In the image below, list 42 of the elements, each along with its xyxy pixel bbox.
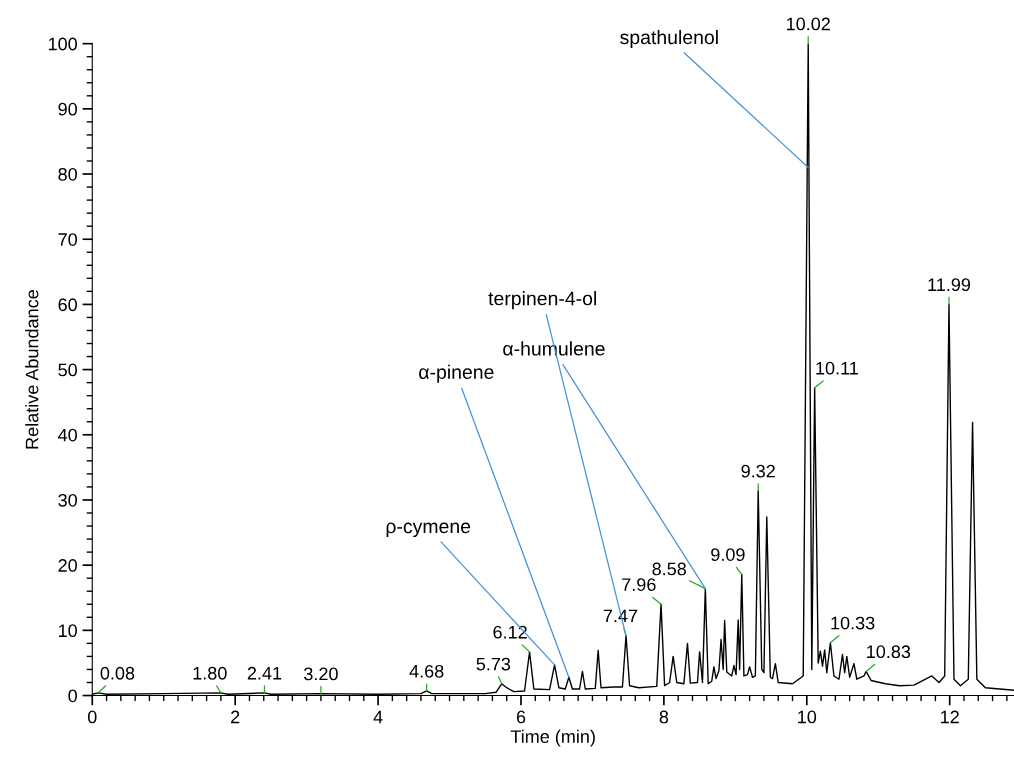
annotation: 4.68 [409, 664, 444, 678]
annotation: 7.47 [603, 609, 638, 623]
x-tick-label: 10 [798, 710, 817, 724]
annotation: 6.12 [493, 625, 527, 639]
annotation: 9.32 [741, 464, 775, 478]
y-tick-label: 40 [58, 428, 77, 442]
x-tick-label: 6 [516, 710, 526, 724]
y-tick-label: 0 [68, 689, 77, 703]
x-axis-title: Time (min) [510, 729, 595, 747]
annotation: 9.09 [711, 548, 745, 561]
annotation: 8.58 [652, 562, 686, 576]
annotation: α-humulene [503, 341, 605, 356]
annotation: ρ-cymene [386, 522, 471, 538]
x-tick-label: 12 [941, 710, 959, 724]
annotation: 0.08 [100, 666, 135, 680]
y-tick-label: 90 [58, 102, 77, 116]
annotation: 10.02 [787, 17, 830, 31]
y-tick-label: 50 [58, 363, 77, 377]
annotation: 10.11 [816, 361, 858, 375]
y-tick-label: 60 [58, 298, 77, 312]
annotation: 1.80 [193, 666, 227, 680]
y-axis-title: Relative Abundance [25, 290, 39, 449]
annotation: 11.99 [928, 278, 971, 292]
y-tick-label: 10 [58, 624, 77, 638]
y-tick-label: 70 [58, 233, 77, 246]
y-tick-label: 100 [48, 37, 77, 51]
annotation: 10.33 [831, 616, 875, 630]
annotation: 10.83 [867, 645, 911, 659]
y-tick-label: 20 [58, 559, 77, 572]
x-tick-label: 8 [659, 710, 669, 724]
annotation: 2.41 [247, 666, 282, 680]
y-tick-label: 80 [58, 167, 77, 181]
annotation: 5.73 [476, 657, 511, 671]
annotation: 7.96 [622, 578, 656, 591]
x-tick-label: 0 [87, 710, 97, 724]
y-tick-label: 30 [58, 493, 77, 507]
annotation: α-pinene [419, 364, 494, 383]
annotation: spathulenol [620, 29, 718, 49]
annotation: 3.20 [304, 667, 338, 681]
annotation: terpinen-4-ol [488, 291, 596, 310]
x-tick-label: 4 [373, 710, 383, 724]
x-tick-label: 2 [231, 710, 240, 724]
